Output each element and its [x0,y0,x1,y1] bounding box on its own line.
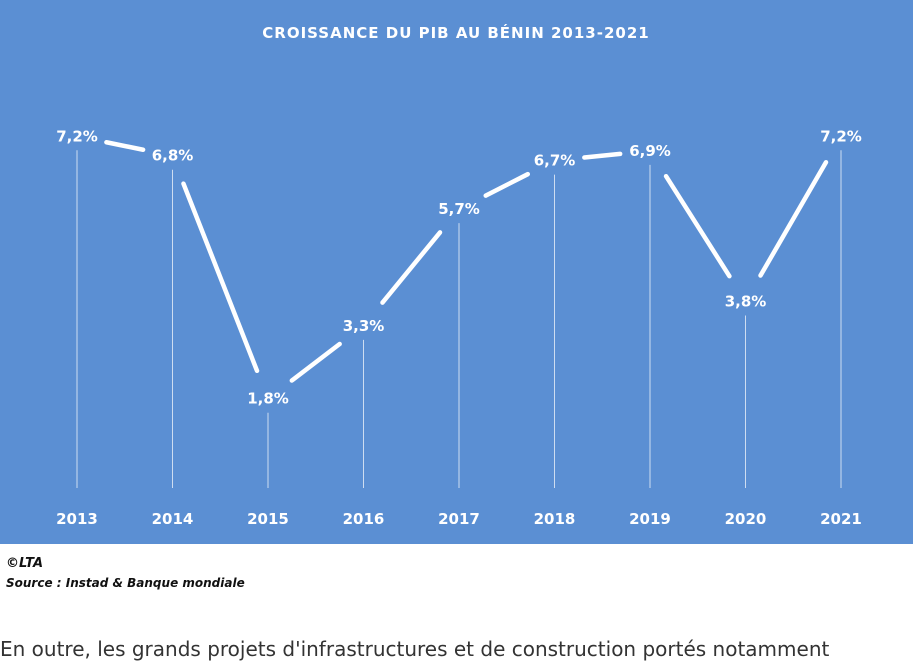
year-label-2021: 2021 [820,510,862,528]
series-segment-2016-2017 [380,230,443,305]
series-segment-2019-2020 [663,173,732,279]
value-label-2020: 3,8% [725,293,767,311]
year-label-2020: 2020 [725,510,767,528]
series-segment-2015-2016 [289,341,342,383]
chart-panel: CROISSANCE DU PIB AU BÉNIN 2013-2021 7,2… [0,0,913,544]
value-label-2013: 7,2% [56,127,98,145]
credit-label: ©LTA [6,556,44,571]
year-label-2014: 2014 [152,510,194,528]
value-label-2017: 5,7% [438,200,480,218]
year-label-2015: 2015 [247,510,289,528]
year-label-2018: 2018 [534,510,576,528]
year-label-2016: 2016 [343,510,385,528]
year-label-2017: 2017 [438,510,480,528]
year-label-2019: 2019 [629,510,671,528]
value-label-2018: 6,7% [534,152,576,170]
article-paragraph: En outre, les grands projets d'infrastru… [0,637,830,661]
year-label-2013: 2013 [56,510,98,528]
chart-title: CROISSANCE DU PIB AU BÉNIN 2013-2021 [262,23,649,42]
series-segment-2017-2018 [483,171,531,198]
value-label-2019: 6,9% [629,142,671,160]
series-segment-2014-2015 [181,181,260,374]
series-segment-2020-2021 [758,160,829,278]
series-segment-2013-2014 [104,140,146,152]
series-segment-2018-2019 [582,151,623,160]
value-label-2014: 6,8% [152,147,194,165]
value-label-2021: 7,2% [820,127,862,145]
value-label-2016: 3,3% [343,317,385,335]
line-chart: CROISSANCE DU PIB AU BÉNIN 2013-2021 7,2… [56,23,862,528]
source-label: Source : Instad & Banque mondiale [6,576,245,590]
value-label-2015: 1,8% [247,390,289,408]
